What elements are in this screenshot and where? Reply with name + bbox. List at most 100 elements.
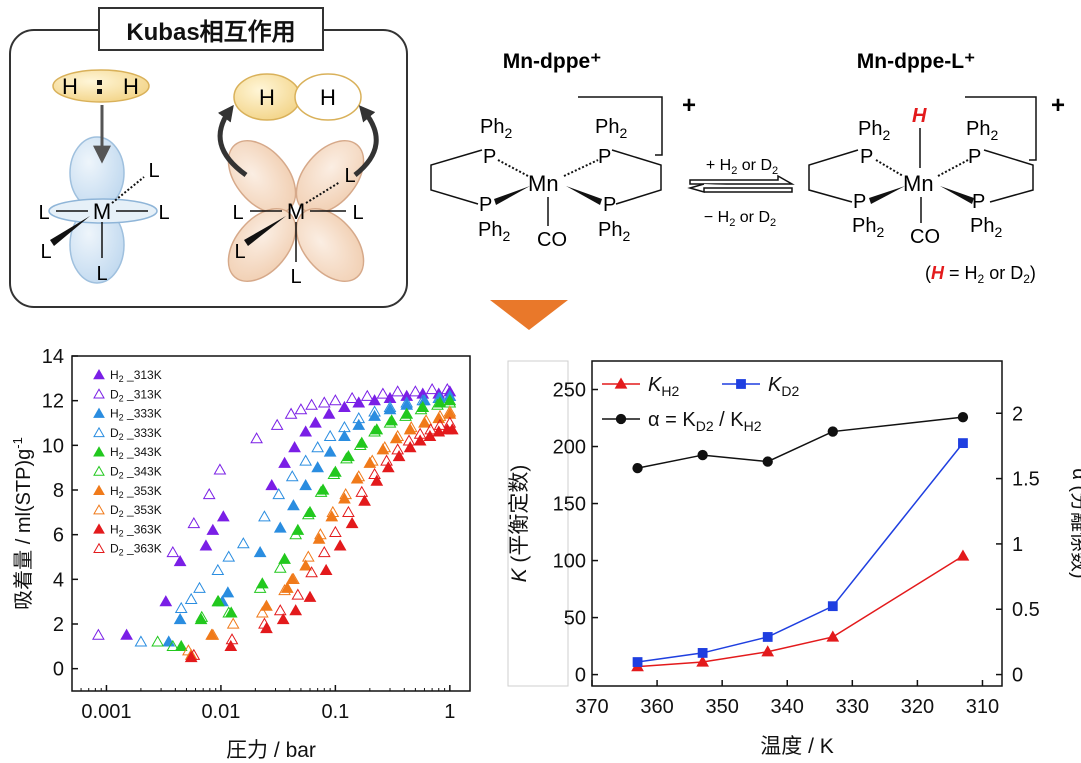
legend-label: D2 _363K: [110, 542, 162, 558]
data-point: [250, 432, 263, 444]
data-point: [425, 382, 439, 395]
legend-suffix: _363K: [124, 522, 162, 536]
h-label-left: H: [259, 85, 275, 110]
y-tick-label: 4: [53, 569, 64, 591]
reactant-complex: Ph2 Ph2 Ph2 Ph2 P P P P Mn CO +: [430, 92, 696, 251]
data-point: [213, 463, 227, 475]
data-point: [352, 412, 366, 424]
data-point: [305, 398, 318, 410]
data-point: [253, 581, 267, 593]
legend-sub: 2: [119, 393, 124, 403]
data-point: [326, 505, 340, 517]
down-arrow-icon: [490, 300, 568, 330]
data-point: [273, 521, 287, 533]
y-tick-label: 0: [575, 665, 586, 687]
legend-marker: [93, 426, 105, 438]
lobe-upper-left: [227, 139, 297, 215]
y-axis-label-exponent: -1: [10, 437, 25, 449]
h-definition-note: (H = H2 or D2): [925, 263, 1036, 286]
y-tick-label: 0: [53, 659, 64, 681]
y2-tick-label: 2: [1012, 403, 1023, 425]
data-point: [319, 563, 333, 576]
series-3: [134, 389, 457, 647]
data-point: [211, 595, 225, 607]
y2-tick-label: 0: [1012, 665, 1023, 687]
h-label-right: H: [123, 74, 139, 99]
data-point: [761, 645, 775, 657]
data-point: [92, 628, 105, 640]
data-point: [443, 416, 457, 428]
data-point: [253, 546, 267, 558]
p-label: P: [860, 146, 873, 168]
data-point: [166, 639, 180, 651]
h-label-right: H: [320, 85, 336, 110]
data-point: [340, 452, 353, 464]
data-point: [338, 420, 351, 433]
x-axis-label: 圧力 / bar: [226, 739, 316, 762]
legend-sub: 2: [119, 548, 124, 558]
x-tick-label: 0.01: [201, 701, 240, 723]
series-7: [182, 405, 457, 656]
co-label: CO: [910, 226, 940, 248]
h2-molecule: [52, 69, 150, 103]
ethylene-bridge-right: [611, 149, 662, 205]
data-point: [391, 385, 405, 397]
data-point: [222, 606, 236, 618]
data-point: [151, 635, 165, 647]
legend-name: K: [648, 374, 663, 396]
legend-marker: [93, 484, 105, 496]
data-point: [174, 601, 188, 613]
y-tick-label: 8: [53, 480, 64, 502]
data-point: [273, 561, 287, 573]
data-point: [329, 525, 342, 538]
series-line: [637, 555, 964, 668]
data-point: [289, 528, 303, 540]
data-point: [339, 487, 353, 500]
kubas-panel: H H M L L L L L H H: [9, 29, 408, 308]
legend-name: α = K: [648, 409, 696, 431]
data-point: [697, 648, 708, 658]
data-point: [276, 613, 290, 625]
data-point: [211, 563, 225, 576]
hashed-bond: [937, 159, 969, 177]
x-tick-label: 330: [836, 696, 869, 718]
lobe-upper-right: [295, 139, 365, 215]
data-point: [323, 445, 337, 457]
ligand-label: L: [158, 202, 169, 224]
legend-suffix: _353K: [124, 503, 162, 517]
data-point: [278, 552, 291, 564]
p-label: P: [853, 191, 866, 213]
legend-marker: [93, 446, 105, 457]
x-tick-label: 320: [901, 696, 934, 718]
data-point: [291, 588, 305, 600]
legend-sub: D2: [781, 383, 799, 399]
mn-label: Mn: [903, 171, 934, 196]
data-point: [333, 539, 347, 551]
p-label: P: [483, 146, 496, 168]
ph2-label: Ph2: [966, 118, 998, 143]
data-point: [301, 508, 315, 520]
data-point: [193, 581, 206, 593]
data-point: [338, 400, 351, 412]
legend-label: H2 _363K: [110, 522, 162, 538]
data-point: [762, 632, 773, 642]
data-point: [206, 628, 220, 640]
h-ligand: H: [912, 105, 927, 127]
charge-plus: +: [1051, 92, 1065, 119]
ylabel-box: [507, 360, 569, 687]
data-point: [338, 429, 351, 442]
data-point: [272, 487, 286, 500]
data-point: [381, 461, 395, 473]
data-point: [378, 441, 392, 453]
p-label: P: [598, 146, 611, 168]
legend-label: D2 _313K: [110, 387, 162, 403]
equilibrium-arrows: + H2 or D2 − H2 or D2: [687, 157, 795, 229]
legend-sub2: H2: [744, 418, 762, 434]
ligand-label: L: [234, 241, 245, 263]
legend-suffix: _313K: [124, 387, 162, 401]
y-tick-label: 150: [553, 494, 586, 516]
y2-tick-label: 1: [1012, 534, 1023, 556]
data-point: [216, 510, 230, 522]
y-tick-label: 200: [553, 437, 586, 459]
